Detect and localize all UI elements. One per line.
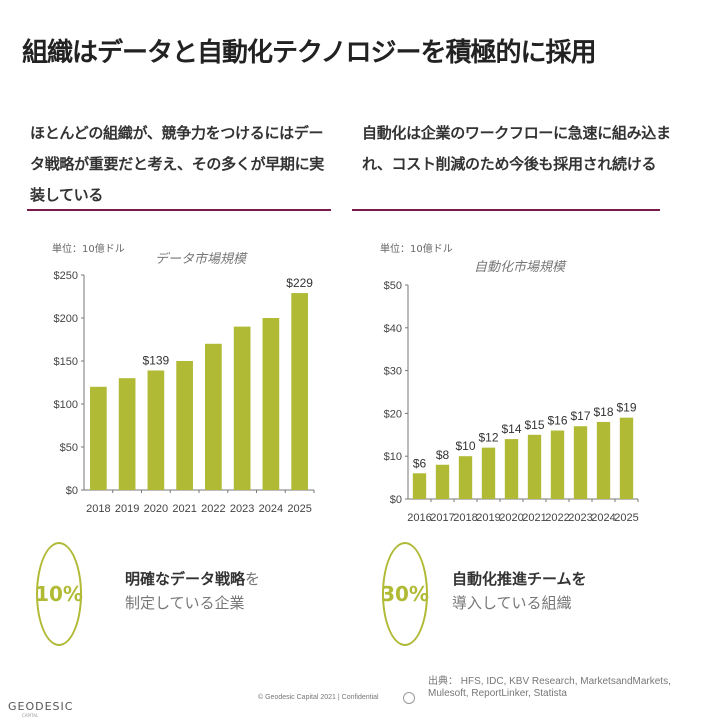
x-tick-label: 2024 — [591, 512, 615, 524]
x-tick-label: 2021 — [172, 503, 196, 515]
lead-line: 自動化は企業のワークフローに急速に組み込ま — [362, 124, 671, 142]
lead-line: タ戦略が重要だと考え、その多くが早期に実 — [30, 155, 325, 173]
x-tick-label: 2022 — [201, 503, 225, 515]
x-tick-label: 2018 — [453, 512, 477, 524]
y-tick-label: $200 — [54, 313, 78, 325]
lead-line: 装している — [30, 186, 104, 204]
x-tick-label: 2023 — [230, 503, 254, 515]
data-label-2020: $139 — [143, 353, 170, 367]
data-label-2022: $16 — [547, 414, 567, 428]
stat-text: 自動化推進チームを 導入している組織 — [452, 567, 587, 615]
y-tick-label: $10 — [384, 451, 402, 463]
x-tick-label: 2016 — [407, 512, 431, 524]
copyright: © Geodesic Capital 2021 | Confidential — [258, 694, 379, 701]
data-label-2023: $17 — [570, 409, 590, 423]
stat-bold: 自動化推進チームを — [452, 570, 587, 588]
bar-2022 — [205, 343, 222, 490]
x-tick-label: 2019 — [476, 512, 500, 524]
data-label-2025: $229 — [286, 276, 313, 290]
x-tick-label: 2023 — [568, 512, 592, 524]
stat-value: 10% — [35, 582, 83, 606]
x-tick-label: 2025 — [287, 503, 311, 515]
lead-line: れ、コスト削減のため今後も採用され続ける — [362, 155, 657, 173]
x-tick-label: 2019 — [115, 503, 139, 515]
bar-2020 — [147, 370, 165, 490]
data-label-2018: $10 — [455, 439, 475, 453]
x-tick-label: 2020 — [499, 512, 523, 524]
bar-2025 — [291, 293, 308, 490]
bar-2019 — [118, 378, 136, 490]
x-tick-label: 2021 — [522, 512, 546, 524]
data-label-2016: $6 — [413, 456, 427, 470]
data-label-2021: $15 — [524, 418, 544, 432]
chart1-title: データ市場規模 — [155, 252, 247, 267]
bar-2018 — [90, 386, 107, 490]
logo-mark-icon — [403, 692, 415, 704]
x-tick-label: 2020 — [144, 503, 168, 515]
y-tick-label: $50 — [60, 442, 78, 454]
bar-2024 — [596, 421, 611, 499]
bar-2021 — [176, 361, 193, 490]
divider — [27, 209, 331, 211]
stat-line2: 導入している組織 — [452, 594, 572, 612]
x-tick-label: 2024 — [259, 503, 283, 515]
x-tick-label: 2022 — [545, 512, 569, 524]
x-tick-label: 2017 — [430, 512, 454, 524]
y-tick-label: $50 — [384, 280, 402, 292]
logo-sub: CAPITAL — [22, 713, 39, 718]
chart2-unit: 単位：10億ドル — [380, 244, 453, 255]
bar-2020 — [504, 439, 519, 499]
y-tick-label: $0 — [390, 494, 402, 506]
y-tick-label: $100 — [54, 399, 78, 411]
stat-value: 30% — [381, 582, 429, 606]
bar-2025 — [619, 417, 634, 499]
stat-line2: 制定している企業 — [125, 594, 245, 612]
y-tick-label: $250 — [54, 270, 78, 282]
data-label-2025: $19 — [616, 401, 636, 415]
divider — [352, 209, 660, 211]
bar-2017 — [435, 464, 450, 499]
lead-line: ほとんどの組織が、競争力をつけるにはデー — [30, 124, 324, 142]
data-label-2024: $18 — [593, 405, 613, 419]
y-tick-label: $150 — [54, 356, 78, 368]
bar-2018 — [458, 456, 473, 499]
bar-2021 — [527, 434, 542, 499]
source: 出典： HFS, IDC, KBV Research, MarketsandMa… — [428, 676, 671, 699]
y-tick-label: $20 — [384, 408, 402, 420]
stat-circle-left: 10% — [35, 542, 83, 646]
right-lead-text: 自動化は企業のワークフローに急速に組み込ま れ、コスト削減のため今後も採用され続… — [362, 118, 702, 180]
chart1-unit: 単位：10億ドル — [52, 244, 125, 255]
stat-circle-right: 30% — [381, 542, 429, 646]
page-title: 組織はデータと自動化テクノロジーを積極的に採用 — [22, 38, 596, 68]
bar-2023 — [233, 326, 251, 490]
stat-rest: を — [245, 570, 261, 588]
stat-text: 明確なデータ戦略を 制定している企業 — [125, 567, 260, 615]
x-tick-label: 2025 — [614, 512, 638, 524]
bar-2019 — [481, 447, 496, 499]
data-label-2020: $14 — [501, 422, 521, 436]
bar-2022 — [550, 430, 565, 499]
bar-2023 — [573, 426, 588, 499]
left-lead-text: ほとんどの組織が、競争力をつけるにはデー タ戦略が重要だと考え、その多くが早期に… — [30, 118, 350, 211]
bar-2016 — [412, 473, 427, 499]
x-tick-label: 2018 — [86, 503, 110, 515]
logo: GEODESIC — [8, 700, 74, 713]
chart2-title: 自動化市場規模 — [474, 260, 566, 275]
y-tick-label: $0 — [66, 485, 78, 497]
y-tick-label: $30 — [384, 366, 402, 378]
data-label-2019: $12 — [478, 431, 498, 445]
y-tick-label: $40 — [384, 323, 402, 335]
stat-bold: 明確なデータ戦略 — [125, 570, 246, 588]
data-label-2017: $8 — [436, 448, 450, 462]
bar-2024 — [262, 318, 280, 490]
